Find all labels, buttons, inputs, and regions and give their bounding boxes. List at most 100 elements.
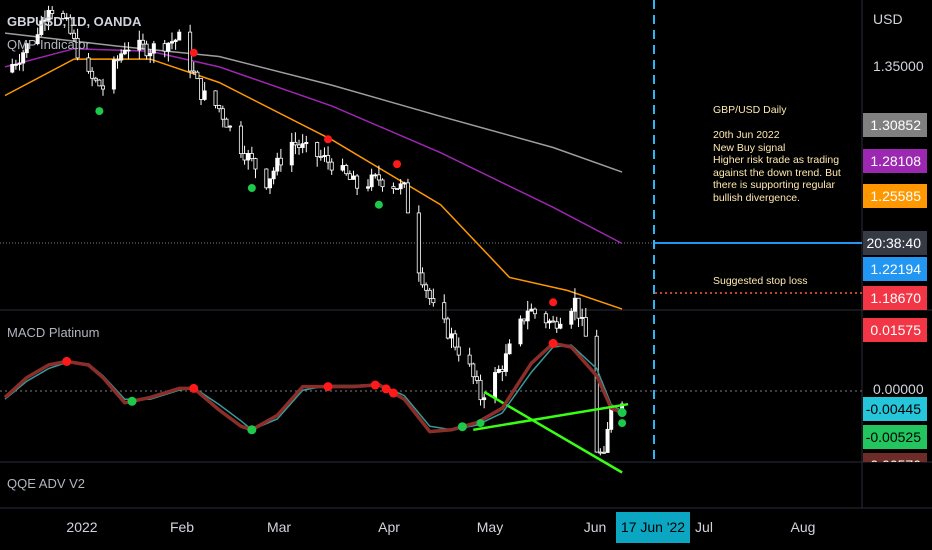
candle-body [369, 174, 374, 188]
candle-body [453, 333, 458, 348]
candle-body [300, 143, 305, 148]
note-line: Higher risk trade as trading [713, 154, 840, 166]
candle-body [351, 175, 356, 180]
ma-line-purple [4, 47, 623, 245]
candle-body [177, 31, 182, 41]
price-tag: 1.22194 [863, 257, 927, 281]
candle-body [395, 188, 400, 190]
stop-loss-note: Suggested stop loss [713, 275, 808, 287]
candle-body [380, 179, 385, 188]
time-tick-label: Jul [695, 519, 713, 535]
candle-body [427, 289, 432, 299]
candle-body [42, 19, 47, 22]
candle-body [507, 343, 512, 355]
candle-body [93, 77, 98, 81]
time-tick-label: May [476, 519, 504, 535]
qmp-indicator-label[interactable]: QMP Indicator [7, 37, 90, 52]
candle-body [326, 155, 331, 163]
candle-body [126, 49, 131, 52]
sell-macd-dot [381, 384, 391, 394]
candle-body [496, 368, 501, 373]
overlays [483, 0, 862, 474]
sell-signal-dot [549, 298, 558, 307]
macd-tag: 0.01575 [863, 318, 927, 342]
candle-body [398, 183, 403, 190]
sell-macd-dot [62, 356, 72, 366]
candle-body [61, 13, 66, 19]
sell-signal-dot [189, 48, 198, 57]
candle-body [68, 17, 73, 34]
candle-body [329, 161, 334, 171]
candle-body [500, 368, 505, 372]
macd-line [3, 341, 623, 434]
candle-body [271, 170, 276, 180]
candle-body [467, 354, 472, 365]
candle-body [482, 397, 487, 401]
candle-body [525, 310, 530, 322]
candle-body [13, 63, 18, 66]
candle-body [391, 186, 396, 189]
symbol-title[interactable]: GBPUSD, 1D, OANDA [7, 14, 142, 29]
buy-signal-dot [374, 200, 383, 209]
candle-body [173, 39, 178, 42]
candle-body [601, 451, 606, 454]
candle-body [420, 272, 425, 286]
candle-body [101, 85, 106, 90]
macd-tag: -0.00445 [863, 397, 927, 421]
candle-body [202, 90, 207, 100]
macd-pane-label[interactable]: MACD Platinum [7, 325, 100, 340]
candle-body [228, 125, 233, 128]
candle-body [253, 158, 258, 170]
time-tick-label: Mar [266, 519, 292, 535]
candle-body [402, 182, 407, 185]
candle-body [431, 298, 436, 304]
note-line: 20th Jun 2022 [713, 129, 780, 141]
annotation-title: GBP/USD Daily [713, 104, 787, 116]
candle-body [297, 144, 302, 148]
buy-macd-dot [617, 408, 627, 418]
buy-signal-dot [247, 183, 256, 192]
sell-macd-dot [189, 383, 199, 393]
candle-body [315, 142, 320, 158]
candle-body [24, 43, 29, 54]
candle-body [558, 323, 563, 329]
signal-dots [62, 48, 627, 435]
candle-body [318, 156, 323, 159]
macd-zero-tick: 0.00000 [873, 381, 924, 397]
note-line: bullish divergence. [713, 191, 800, 204]
candle-body [267, 178, 272, 189]
macd-divergence-line [473, 402, 629, 432]
candle-body [137, 39, 142, 51]
sell-macd-dot [370, 380, 380, 390]
candle-body [373, 174, 378, 177]
buy-macd-dot [127, 396, 137, 406]
candle-body [289, 141, 294, 166]
price-tag: 1.18670 [863, 286, 927, 310]
buy-signal-dot [618, 419, 627, 428]
sell-macd-dot [388, 388, 398, 398]
candle-body [416, 212, 421, 274]
sell-signal-dot [324, 135, 333, 144]
candle-body [529, 308, 534, 312]
macd-tag: -0.00570 [863, 453, 927, 462]
ma-line-orange [4, 58, 623, 310]
qqe-pane-label[interactable]: QQE ADV V2 [7, 476, 86, 491]
candle-body [122, 49, 127, 55]
candle-body [238, 125, 243, 154]
price-tick: 1.35000 [873, 58, 924, 74]
price-tag: 1.25585 [863, 184, 927, 208]
note-line: there is supporting regular [713, 179, 835, 191]
candle-body [518, 318, 523, 345]
candle-body [119, 53, 124, 61]
candle-body [249, 153, 254, 160]
macd-tag: -0.00525 [863, 425, 927, 449]
buy-signal-dot [476, 419, 485, 428]
candle-body [217, 105, 222, 110]
candle-body [609, 408, 614, 430]
candle-body [86, 57, 91, 72]
candle-body [304, 142, 309, 145]
candle-body [75, 37, 80, 59]
candle-body [242, 153, 247, 161]
candle-body [191, 70, 196, 73]
